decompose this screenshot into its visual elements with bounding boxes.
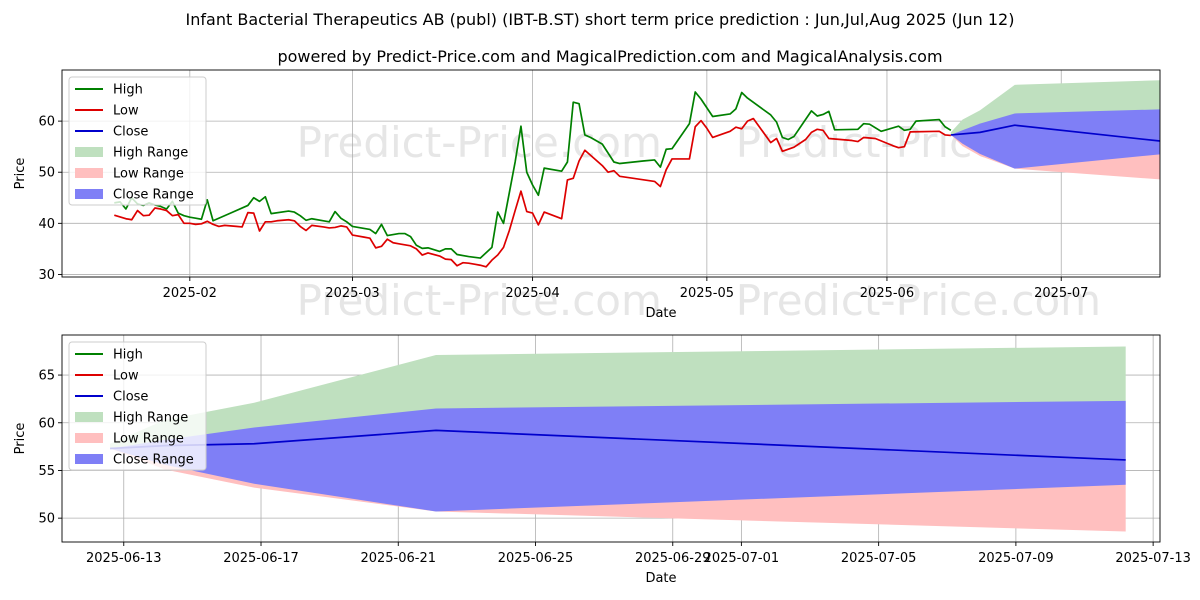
y-axis-label: Price: [13, 158, 28, 190]
x-tick-label: 2025-03: [325, 286, 379, 301]
x-tick-label: 2025-07-05: [841, 551, 917, 566]
axes-frame: [61, 69, 1161, 278]
watermark-text: Predict-Price.com: [297, 276, 662, 325]
x-tick-label: 2025-06-29: [635, 551, 711, 566]
legend-box: [68, 341, 207, 471]
legend-box: [68, 76, 207, 206]
close-range-legend-swatch: [75, 189, 103, 199]
high-legend-label: High: [113, 348, 143, 363]
x-tick-label: 2025-05: [680, 286, 734, 301]
legend: High Low Close High Range Low Range Close Ran…: [68, 341, 207, 471]
x-tick-label: 2025-07-09: [978, 551, 1054, 566]
x-tick-label: 2025-06-17: [223, 551, 299, 566]
x-tick-label: 2025-07-01: [704, 551, 780, 566]
x-axis-label: Date: [645, 306, 676, 321]
close-range-legend-label: Close Range: [113, 188, 194, 203]
y-tick-label: 60: [38, 115, 55, 130]
high-range-legend-label: High Range: [113, 411, 188, 426]
x-axis-label: Date: [645, 571, 676, 586]
y-tick-label: 65: [38, 369, 55, 384]
x-tick-label: 2025-06: [860, 286, 914, 301]
close-legend-label: Close: [113, 390, 148, 405]
close-legend-label: Close: [113, 125, 148, 140]
y-tick-label: 50: [38, 166, 55, 181]
x-tick-label: 2025-07-13: [1115, 551, 1191, 566]
low-range-legend-label: Low Range: [113, 432, 184, 447]
low-legend-label: Low: [113, 104, 139, 119]
watermark-text: Predict-Price.com: [297, 118, 662, 167]
top-panel: Predict-Price.com Predict-Price.com Predic…: [13, 69, 1161, 325]
plot-area: [114, 80, 1160, 268]
bottom-panel: Predict-Price.comPredict-Price.com2025-0…: [13, 334, 1191, 586]
y-tick-label: 30: [38, 268, 55, 283]
y-tick-label: 60: [38, 416, 55, 431]
close-range-band: [110, 400, 1126, 512]
y-tick-label: 55: [38, 464, 55, 479]
chart-title: Infant Bacterial Therapeutics AB (publ) …: [186, 10, 1015, 29]
y-tick-label: 40: [38, 217, 55, 232]
high-series-line: [114, 91, 952, 259]
y-axis-label: Price: [13, 423, 28, 455]
close-range-legend-swatch: [75, 454, 103, 464]
close-series-line: [950, 124, 1160, 142]
x-tick-label: 2025-07: [1034, 286, 1088, 301]
high-range-legend-label: High Range: [113, 146, 188, 161]
x-tick-label: 2025-06-25: [498, 551, 574, 566]
x-tick-label: 2025-06-21: [360, 551, 436, 566]
close-range-legend-label: Close Range: [113, 453, 194, 468]
low-range-legend-swatch: [75, 433, 103, 443]
high-range-legend-swatch: [75, 147, 103, 157]
x-tick-label: 2025-02: [163, 286, 217, 301]
close-range-band: [950, 109, 1160, 169]
high-legend-label: High: [113, 83, 143, 98]
high-range-legend-swatch: [75, 412, 103, 422]
low-series-line: [114, 117, 951, 268]
low-legend-label: Low: [113, 369, 139, 384]
axes-frame: [61, 334, 1161, 543]
legend: High Low Close High Range Low Range Close Ran…: [68, 76, 207, 206]
plot-area: [109, 346, 1126, 532]
low-range-legend-label: Low Range: [113, 167, 184, 182]
chart-subtitle: powered by Predict-Price.com and Magical…: [277, 47, 942, 66]
x-tick-label: 2025-06-13: [86, 551, 162, 566]
y-tick-label: 50: [38, 512, 55, 527]
watermark-text: Predict-Price.com: [736, 276, 1101, 325]
low-range-legend-swatch: [75, 168, 103, 178]
x-tick-label: 2025-04: [505, 286, 559, 301]
